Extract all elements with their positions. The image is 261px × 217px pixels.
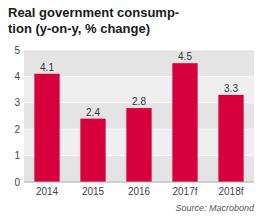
- x-tick-label: 2017f: [172, 186, 197, 197]
- x-tick-label: 2016: [128, 186, 151, 197]
- grid-band: [24, 50, 254, 76]
- data-label: 4.5: [178, 51, 192, 62]
- title: Real government consump-: [8, 5, 179, 20]
- data-label: 2.4: [86, 107, 100, 118]
- source: Source: Macrobond: [175, 203, 255, 213]
- data-label: 3.3: [224, 83, 238, 94]
- x-tick-label: 2015: [82, 186, 105, 197]
- grid-line: [24, 50, 254, 51]
- y-tick-label: 2: [14, 124, 20, 135]
- data-label: 4.1: [40, 62, 54, 73]
- x-axis-line: [24, 182, 254, 183]
- bars: [34, 63, 243, 182]
- y-tick-label: 3: [14, 97, 20, 108]
- data-label: 2.8: [132, 96, 146, 107]
- title: tion (y-on-y, % change): [8, 21, 150, 36]
- grid-line: [24, 182, 254, 183]
- bar: [218, 95, 243, 182]
- bar: [34, 74, 59, 182]
- y-tick-label: 4: [14, 71, 20, 82]
- x-tick-label: 2014: [36, 186, 59, 197]
- x-tick-label: 2018f: [218, 186, 243, 197]
- bar: [172, 63, 197, 182]
- y-tick-label: 1: [14, 150, 20, 161]
- y-tick-label: 0: [14, 177, 20, 188]
- chart: Real government consump-tion (y-on-y, % …: [0, 0, 261, 217]
- y-tick-label: 5: [14, 45, 20, 56]
- bar: [126, 108, 151, 182]
- bar: [80, 119, 105, 182]
